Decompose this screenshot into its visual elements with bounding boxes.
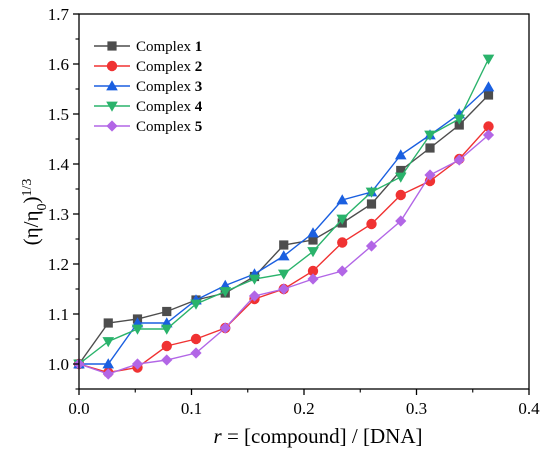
data-point xyxy=(395,189,406,201)
data-point xyxy=(131,324,144,335)
legend-entry: Complex 2 xyxy=(94,59,202,75)
legend-label: Complex 1 xyxy=(136,39,202,55)
data-point xyxy=(336,194,349,205)
data-point xyxy=(483,90,494,100)
x-tick-label: 0.1 xyxy=(181,399,202,418)
data-point xyxy=(394,149,407,160)
data-point xyxy=(366,218,377,230)
data-point xyxy=(103,318,113,328)
legend-marker xyxy=(107,41,117,51)
axes-layer: 0.0 0.1 0.2 0.3 0.4 1.0 1.1 1.2 1.3 1.4 1.5 1.6 1.7 xyxy=(48,5,540,418)
data-point xyxy=(190,333,202,345)
data-point xyxy=(190,347,202,359)
legend-entry: Complex 5 xyxy=(94,119,202,135)
legend-label: Complex 2 xyxy=(136,59,202,75)
data-point xyxy=(336,265,348,277)
data-point xyxy=(424,169,436,181)
data-point xyxy=(307,265,319,277)
y-axis-title: (η/η0)1/3 xyxy=(19,179,50,246)
data-point xyxy=(279,240,289,250)
data-point xyxy=(366,199,377,209)
data-point xyxy=(307,273,319,285)
x-tick-label: 0.0 xyxy=(68,399,89,418)
data-point xyxy=(365,187,378,198)
y-tick-label: 1.6 xyxy=(48,55,69,74)
data-point xyxy=(482,81,495,92)
data-point xyxy=(102,358,115,369)
y-tick-label: 1.2 xyxy=(48,255,69,274)
x-tick-label: 0.3 xyxy=(406,399,427,418)
y-tick-label: 1.1 xyxy=(48,305,69,324)
legend-label: Complex 3 xyxy=(136,79,202,95)
data-point xyxy=(453,154,465,166)
data-point xyxy=(482,129,495,141)
legend-label: Complex 4 xyxy=(136,99,203,115)
data-point xyxy=(396,165,406,176)
data-point xyxy=(162,306,172,317)
data-point xyxy=(160,324,173,335)
data-point xyxy=(248,274,261,285)
data-point xyxy=(337,237,348,248)
data-point xyxy=(102,337,115,348)
data-point xyxy=(425,143,435,153)
data-point xyxy=(190,299,202,310)
y-tick-label: 1.0 xyxy=(48,355,69,374)
data-point xyxy=(365,240,378,252)
x-axis-title: r = [compound] / [DNA] xyxy=(214,424,423,448)
data-point xyxy=(307,227,319,238)
data-point xyxy=(277,269,290,280)
data-point xyxy=(161,354,173,366)
y-tick-label: 1.7 xyxy=(48,5,70,24)
series-layer xyxy=(73,54,495,380)
legend-label: Complex 5 xyxy=(136,119,202,135)
legend-marker xyxy=(106,80,118,91)
y-tick-label: 1.5 xyxy=(48,105,69,124)
data-point xyxy=(453,114,466,125)
data-point xyxy=(131,358,144,370)
data-point xyxy=(394,172,407,183)
data-point xyxy=(102,368,114,380)
legend-entry: Complex 1 xyxy=(94,39,202,55)
x-tick-label: 0.4 xyxy=(518,399,540,418)
legend: Complex 1 Complex 2 Complex 3 Complex 4 Comp… xyxy=(94,39,203,135)
y-tick-label: 1.4 xyxy=(48,155,70,174)
legend-marker xyxy=(106,60,118,72)
data-point xyxy=(454,120,464,130)
data-point xyxy=(161,340,172,352)
data-point xyxy=(395,215,407,227)
legend-marker xyxy=(106,120,118,132)
data-point xyxy=(336,214,349,225)
legend-entry: Complex 4 xyxy=(94,99,203,115)
data-point xyxy=(424,130,436,141)
data-point xyxy=(277,250,290,261)
legend-marker xyxy=(106,101,118,112)
series-complex-5 xyxy=(73,129,495,380)
data-point xyxy=(482,54,495,65)
data-point xyxy=(219,322,231,334)
data-point xyxy=(219,287,232,298)
data-point xyxy=(307,247,319,258)
data-point xyxy=(248,290,261,302)
data-point xyxy=(278,283,290,295)
data-point xyxy=(308,235,318,245)
y-tick-label: 1.3 xyxy=(48,205,69,224)
data-point xyxy=(483,121,494,132)
legend-entry: Complex 3 xyxy=(94,79,202,95)
x-tick-label: 0.2 xyxy=(293,399,314,418)
